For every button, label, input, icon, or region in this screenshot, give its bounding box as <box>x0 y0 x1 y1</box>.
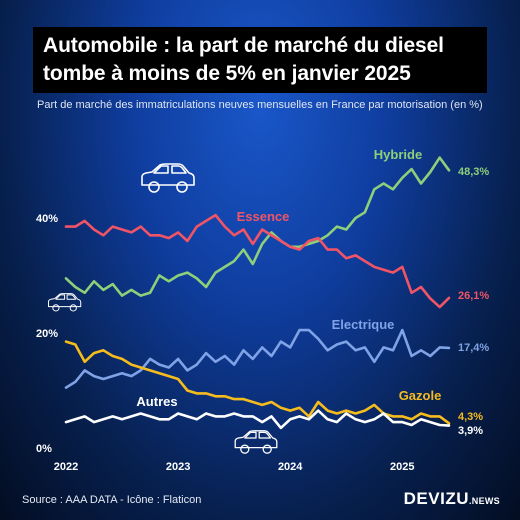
x-tick-label: 2025 <box>390 461 414 473</box>
series-end-value: 17,4% <box>458 342 489 354</box>
series-lines <box>64 156 451 430</box>
series-labels: Hybride Essence Electrique Gazole Autres <box>136 147 441 409</box>
title-line-2: tombe à moins de 5% en janvier 2025 <box>43 62 411 85</box>
y-tick-label: 0% <box>36 443 52 455</box>
series-end-value: 4,3% <box>458 411 483 423</box>
brand-logo: DEVIZU.NEWS <box>404 489 500 509</box>
series-line-hybride <box>64 156 451 297</box>
x-tick-label: 2023 <box>166 461 190 473</box>
source-credit: Source : AAA DATA - Icône : Flaticon <box>22 494 202 506</box>
series-name-label: Electrique <box>332 317 395 332</box>
series-line-electrique <box>64 328 451 389</box>
series-end-value: 3,9% <box>458 425 483 437</box>
chart-subtitle: Part de marché des immatriculations neuv… <box>37 99 483 111</box>
x-axis-ticks: 2022 2023 2024 2025 <box>54 461 415 473</box>
car-icon <box>47 293 82 312</box>
series-name-label: Hybride <box>374 147 422 162</box>
series-end-value: 26,1% <box>458 290 489 302</box>
brand-suffix: .NEWS <box>468 496 500 506</box>
title-box: Automobile : la part de marché du diesel… <box>33 27 487 93</box>
car-icons <box>47 163 278 454</box>
y-axis-ticks: 40% 20% 0% <box>36 213 58 455</box>
series-name-label: Gazole <box>399 388 442 403</box>
car-icon <box>141 163 195 193</box>
x-tick-label: 2024 <box>278 461 303 473</box>
brand-name: DEVIZU <box>403 489 469 508</box>
y-tick-label: 40% <box>36 213 58 225</box>
x-tick-label: 2022 <box>54 461 78 473</box>
series-name-label: Autres <box>136 394 177 409</box>
series-name-label: Essence <box>237 209 290 224</box>
series-end-value: 48,3% <box>458 166 489 178</box>
y-tick-label: 20% <box>36 328 58 340</box>
series-line-essence <box>64 213 451 309</box>
car-icon <box>234 430 278 454</box>
series-line-autres <box>64 409 451 430</box>
end-value-labels: 48,3% 26,1% 17,4% 4,3% 3,9% <box>458 166 489 437</box>
title-line-1: Automobile : la part de marché du diesel <box>43 34 444 57</box>
